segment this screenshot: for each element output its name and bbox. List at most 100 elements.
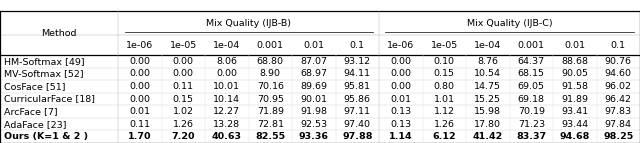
Text: 69.18: 69.18 — [518, 95, 545, 104]
Text: 1.26: 1.26 — [434, 120, 455, 129]
Text: 89.69: 89.69 — [300, 82, 327, 91]
Text: 94.68: 94.68 — [559, 132, 590, 141]
Text: 90.05: 90.05 — [561, 69, 588, 79]
Text: 6.12: 6.12 — [433, 132, 456, 141]
Text: 1e-04: 1e-04 — [213, 41, 241, 50]
Text: 0.01: 0.01 — [564, 41, 585, 50]
Text: HM-Softmax [49]: HM-Softmax [49] — [4, 57, 85, 66]
Text: Method: Method — [42, 29, 77, 38]
Text: 1e-06: 1e-06 — [387, 41, 415, 50]
Text: 0.001: 0.001 — [257, 41, 284, 50]
Text: 93.44: 93.44 — [561, 120, 588, 129]
Text: 82.55: 82.55 — [255, 132, 285, 141]
Text: 0.00: 0.00 — [390, 57, 412, 66]
Text: 68.80: 68.80 — [257, 57, 284, 66]
Text: 71.23: 71.23 — [518, 120, 545, 129]
Text: 1.26: 1.26 — [173, 120, 194, 129]
Text: 87.07: 87.07 — [300, 57, 327, 66]
Text: MV-Softmax [52]: MV-Softmax [52] — [4, 69, 84, 79]
Text: 72.81: 72.81 — [257, 120, 284, 129]
Text: 97.84: 97.84 — [605, 120, 632, 129]
Text: 8.76: 8.76 — [477, 57, 499, 66]
Text: 97.83: 97.83 — [605, 107, 632, 116]
Text: 0.001: 0.001 — [518, 41, 545, 50]
Text: AdaFace [23]: AdaFace [23] — [4, 120, 67, 129]
Text: 91.98: 91.98 — [300, 107, 327, 116]
Text: 0.13: 0.13 — [390, 120, 412, 129]
Text: 0.15: 0.15 — [173, 95, 194, 104]
Text: 1e-05: 1e-05 — [431, 41, 458, 50]
Text: 14.75: 14.75 — [474, 82, 501, 91]
Text: 0.11: 0.11 — [173, 82, 194, 91]
Text: 0.00: 0.00 — [129, 57, 150, 66]
Text: 70.16: 70.16 — [257, 82, 284, 91]
Text: 93.12: 93.12 — [344, 57, 371, 66]
Text: 10.54: 10.54 — [474, 69, 501, 79]
Text: 0.01: 0.01 — [390, 95, 412, 104]
Text: ArcFace [7]: ArcFace [7] — [4, 107, 58, 116]
Text: 88.68: 88.68 — [561, 57, 588, 66]
Text: 0.00: 0.00 — [390, 82, 412, 91]
Text: 0.01: 0.01 — [303, 41, 324, 50]
Text: 0.00: 0.00 — [173, 69, 194, 79]
Text: Ours (K=1 & 2 ): Ours (K=1 & 2 ) — [4, 132, 88, 141]
Text: 0.1: 0.1 — [350, 41, 365, 50]
Text: 12.27: 12.27 — [213, 107, 241, 116]
Text: 0.00: 0.00 — [129, 82, 150, 91]
Text: 0.1: 0.1 — [611, 41, 626, 50]
Text: 68.15: 68.15 — [518, 69, 545, 79]
Text: 97.40: 97.40 — [344, 120, 371, 129]
Text: 94.11: 94.11 — [344, 69, 371, 79]
Text: 0.00: 0.00 — [173, 57, 194, 66]
Text: 95.81: 95.81 — [344, 82, 371, 91]
Text: 17.80: 17.80 — [474, 120, 501, 129]
Text: 15.98: 15.98 — [474, 107, 501, 116]
Text: 1.01: 1.01 — [434, 95, 455, 104]
Text: 91.58: 91.58 — [561, 82, 588, 91]
Text: 1e-05: 1e-05 — [170, 41, 197, 50]
Text: 0.00: 0.00 — [390, 69, 412, 79]
Text: 1.70: 1.70 — [128, 132, 152, 141]
Text: 1e-04: 1e-04 — [474, 41, 501, 50]
Text: 93.41: 93.41 — [561, 107, 588, 116]
Text: 10.14: 10.14 — [213, 95, 241, 104]
Text: 1.14: 1.14 — [389, 132, 413, 141]
Text: 0.01: 0.01 — [129, 107, 150, 116]
Text: 40.63: 40.63 — [212, 132, 242, 141]
Text: 83.37: 83.37 — [516, 132, 547, 141]
Text: 96.42: 96.42 — [605, 95, 632, 104]
Text: 0.80: 0.80 — [434, 82, 455, 91]
Text: 90.01: 90.01 — [300, 95, 327, 104]
Text: 70.95: 70.95 — [257, 95, 284, 104]
Text: 41.42: 41.42 — [473, 132, 503, 141]
Text: 0.00: 0.00 — [129, 69, 150, 79]
Text: 96.02: 96.02 — [605, 82, 632, 91]
Text: 68.97: 68.97 — [300, 69, 327, 79]
Text: 0.15: 0.15 — [434, 69, 455, 79]
Text: CurricularFace [18]: CurricularFace [18] — [4, 95, 95, 104]
Text: CosFace [51]: CosFace [51] — [4, 82, 66, 91]
Text: 1.12: 1.12 — [434, 107, 455, 116]
Text: 70.19: 70.19 — [518, 107, 545, 116]
Text: 0.00: 0.00 — [129, 95, 150, 104]
Text: 15.25: 15.25 — [474, 95, 501, 104]
Text: 64.37: 64.37 — [518, 57, 545, 66]
Text: 13.28: 13.28 — [213, 120, 241, 129]
Text: 94.60: 94.60 — [605, 69, 632, 79]
Text: 8.90: 8.90 — [260, 69, 281, 79]
Text: 90.76: 90.76 — [605, 57, 632, 66]
Text: 0.10: 0.10 — [434, 57, 455, 66]
Text: 95.86: 95.86 — [344, 95, 371, 104]
Text: 10.01: 10.01 — [213, 82, 241, 91]
Text: 0.00: 0.00 — [216, 69, 237, 79]
Text: 91.89: 91.89 — [561, 95, 588, 104]
Text: 92.53: 92.53 — [300, 120, 328, 129]
Text: 71.89: 71.89 — [257, 107, 284, 116]
Text: 1e-06: 1e-06 — [126, 41, 154, 50]
Text: Mix Quality (IJB-C): Mix Quality (IJB-C) — [467, 19, 552, 28]
Text: 69.05: 69.05 — [518, 82, 545, 91]
Text: 8.06: 8.06 — [216, 57, 237, 66]
Text: 93.36: 93.36 — [299, 132, 329, 141]
Text: 97.11: 97.11 — [344, 107, 371, 116]
Text: 98.25: 98.25 — [603, 132, 634, 141]
